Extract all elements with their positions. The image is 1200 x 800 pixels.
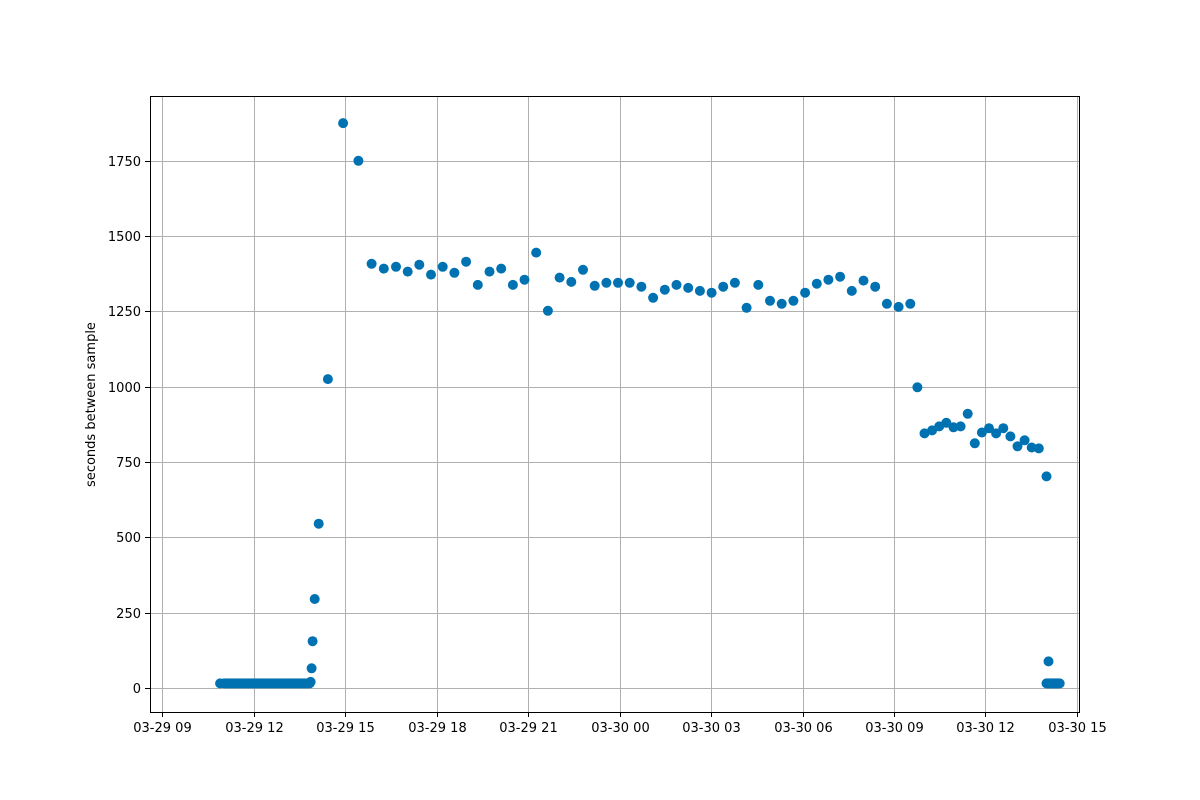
data-point [941, 417, 952, 428]
data-point [519, 274, 530, 285]
data-point [912, 382, 923, 393]
y-axis-label: seconds between sample [84, 322, 99, 487]
data-point [426, 269, 436, 280]
x-tick-label: 03-29 21 [499, 721, 557, 736]
data-point [1043, 656, 1054, 667]
data-point [776, 298, 787, 309]
data-point [969, 438, 980, 449]
data-point [378, 263, 389, 274]
x-tick-label: 03-30 06 [774, 721, 832, 736]
data-point [741, 302, 752, 313]
x-tick-label: 03-30 03 [682, 721, 740, 736]
data-point [402, 266, 413, 277]
data-point [811, 278, 822, 289]
data-point [554, 272, 565, 283]
x-tick-label: 03-30 15 [1048, 721, 1106, 736]
data-point [305, 676, 316, 687]
grid [150, 96, 1080, 712]
x-tick-label: 03-29 09 [133, 721, 191, 736]
data-point [307, 636, 318, 647]
data-point [566, 276, 577, 287]
data-point [919, 428, 930, 439]
data-point [870, 281, 881, 292]
data-point [788, 295, 799, 306]
data-point [391, 261, 401, 272]
data-point [765, 295, 775, 306]
data-point [671, 279, 682, 290]
y-tick-label: 1250 [108, 305, 141, 320]
y-tick-label: 750 [116, 456, 141, 471]
data-point [659, 284, 670, 295]
x-tick-label: 03-30 09 [865, 721, 923, 736]
y-axis: 0 250 500 750 1000 1250 1500 1750 [108, 155, 150, 697]
x-axis: 03-29 09 03-29 12 03-29 15 03-29 18 03-29 21… [133, 712, 1107, 736]
data-point [636, 281, 647, 292]
plot-frame [150, 96, 1080, 713]
data-point [309, 594, 320, 604]
data-point [601, 277, 612, 288]
data-point [414, 259, 425, 270]
data-point [858, 275, 869, 286]
data-point [322, 374, 333, 385]
data-point [578, 264, 588, 275]
data-point [366, 258, 377, 269]
data-point [753, 279, 764, 290]
data-point [338, 118, 349, 129]
data-point [955, 421, 966, 432]
data-point [706, 287, 717, 298]
data-point [823, 274, 834, 285]
data-points [215, 118, 1065, 689]
data-point [998, 423, 1009, 434]
data-point [694, 285, 705, 296]
data-point [991, 428, 1002, 439]
y-tick-label: 1500 [108, 230, 141, 245]
data-point [313, 518, 324, 529]
x-tick-label: 03-29 12 [225, 721, 283, 736]
data-point [613, 277, 623, 288]
data-point [729, 277, 740, 288]
x-tick-label: 03-29 18 [408, 721, 466, 736]
x-tick-label: 03-30 00 [591, 721, 649, 736]
y-tick-label: 1750 [108, 155, 141, 170]
data-point [905, 298, 916, 309]
data-point [507, 279, 518, 290]
x-tick-label: 03-30 12 [956, 721, 1014, 736]
y-tick-label: 250 [116, 607, 141, 622]
data-point [881, 298, 892, 309]
y-tick-label: 1000 [108, 381, 141, 396]
data-point [531, 247, 542, 258]
data-point [984, 423, 994, 434]
data-point [449, 267, 460, 278]
data-point [846, 285, 857, 296]
data-point [472, 279, 483, 290]
x-tick-label: 03-29 15 [316, 721, 374, 736]
data-point [353, 155, 364, 166]
data-point [1045, 678, 1056, 689]
data-point [683, 282, 694, 293]
y-tick-label: 500 [116, 531, 141, 546]
data-point [648, 292, 659, 303]
y-tick-label: 0 [133, 682, 141, 697]
data-point [624, 277, 635, 288]
data-point [835, 271, 846, 282]
data-point [461, 256, 472, 267]
data-point [1041, 471, 1052, 482]
data-point [1033, 443, 1044, 454]
data-point [893, 301, 904, 312]
data-point [962, 408, 973, 419]
data-point [306, 663, 317, 674]
data-point [1012, 441, 1023, 452]
data-point [496, 263, 507, 274]
data-point [1054, 678, 1065, 689]
data-point [542, 305, 553, 316]
data-point [484, 266, 495, 277]
data-point [215, 678, 226, 689]
data-point [1019, 435, 1030, 446]
data-point [589, 280, 600, 291]
data-point [800, 287, 811, 298]
data-point [437, 261, 448, 272]
data-point [718, 281, 729, 292]
data-point [1005, 431, 1016, 442]
